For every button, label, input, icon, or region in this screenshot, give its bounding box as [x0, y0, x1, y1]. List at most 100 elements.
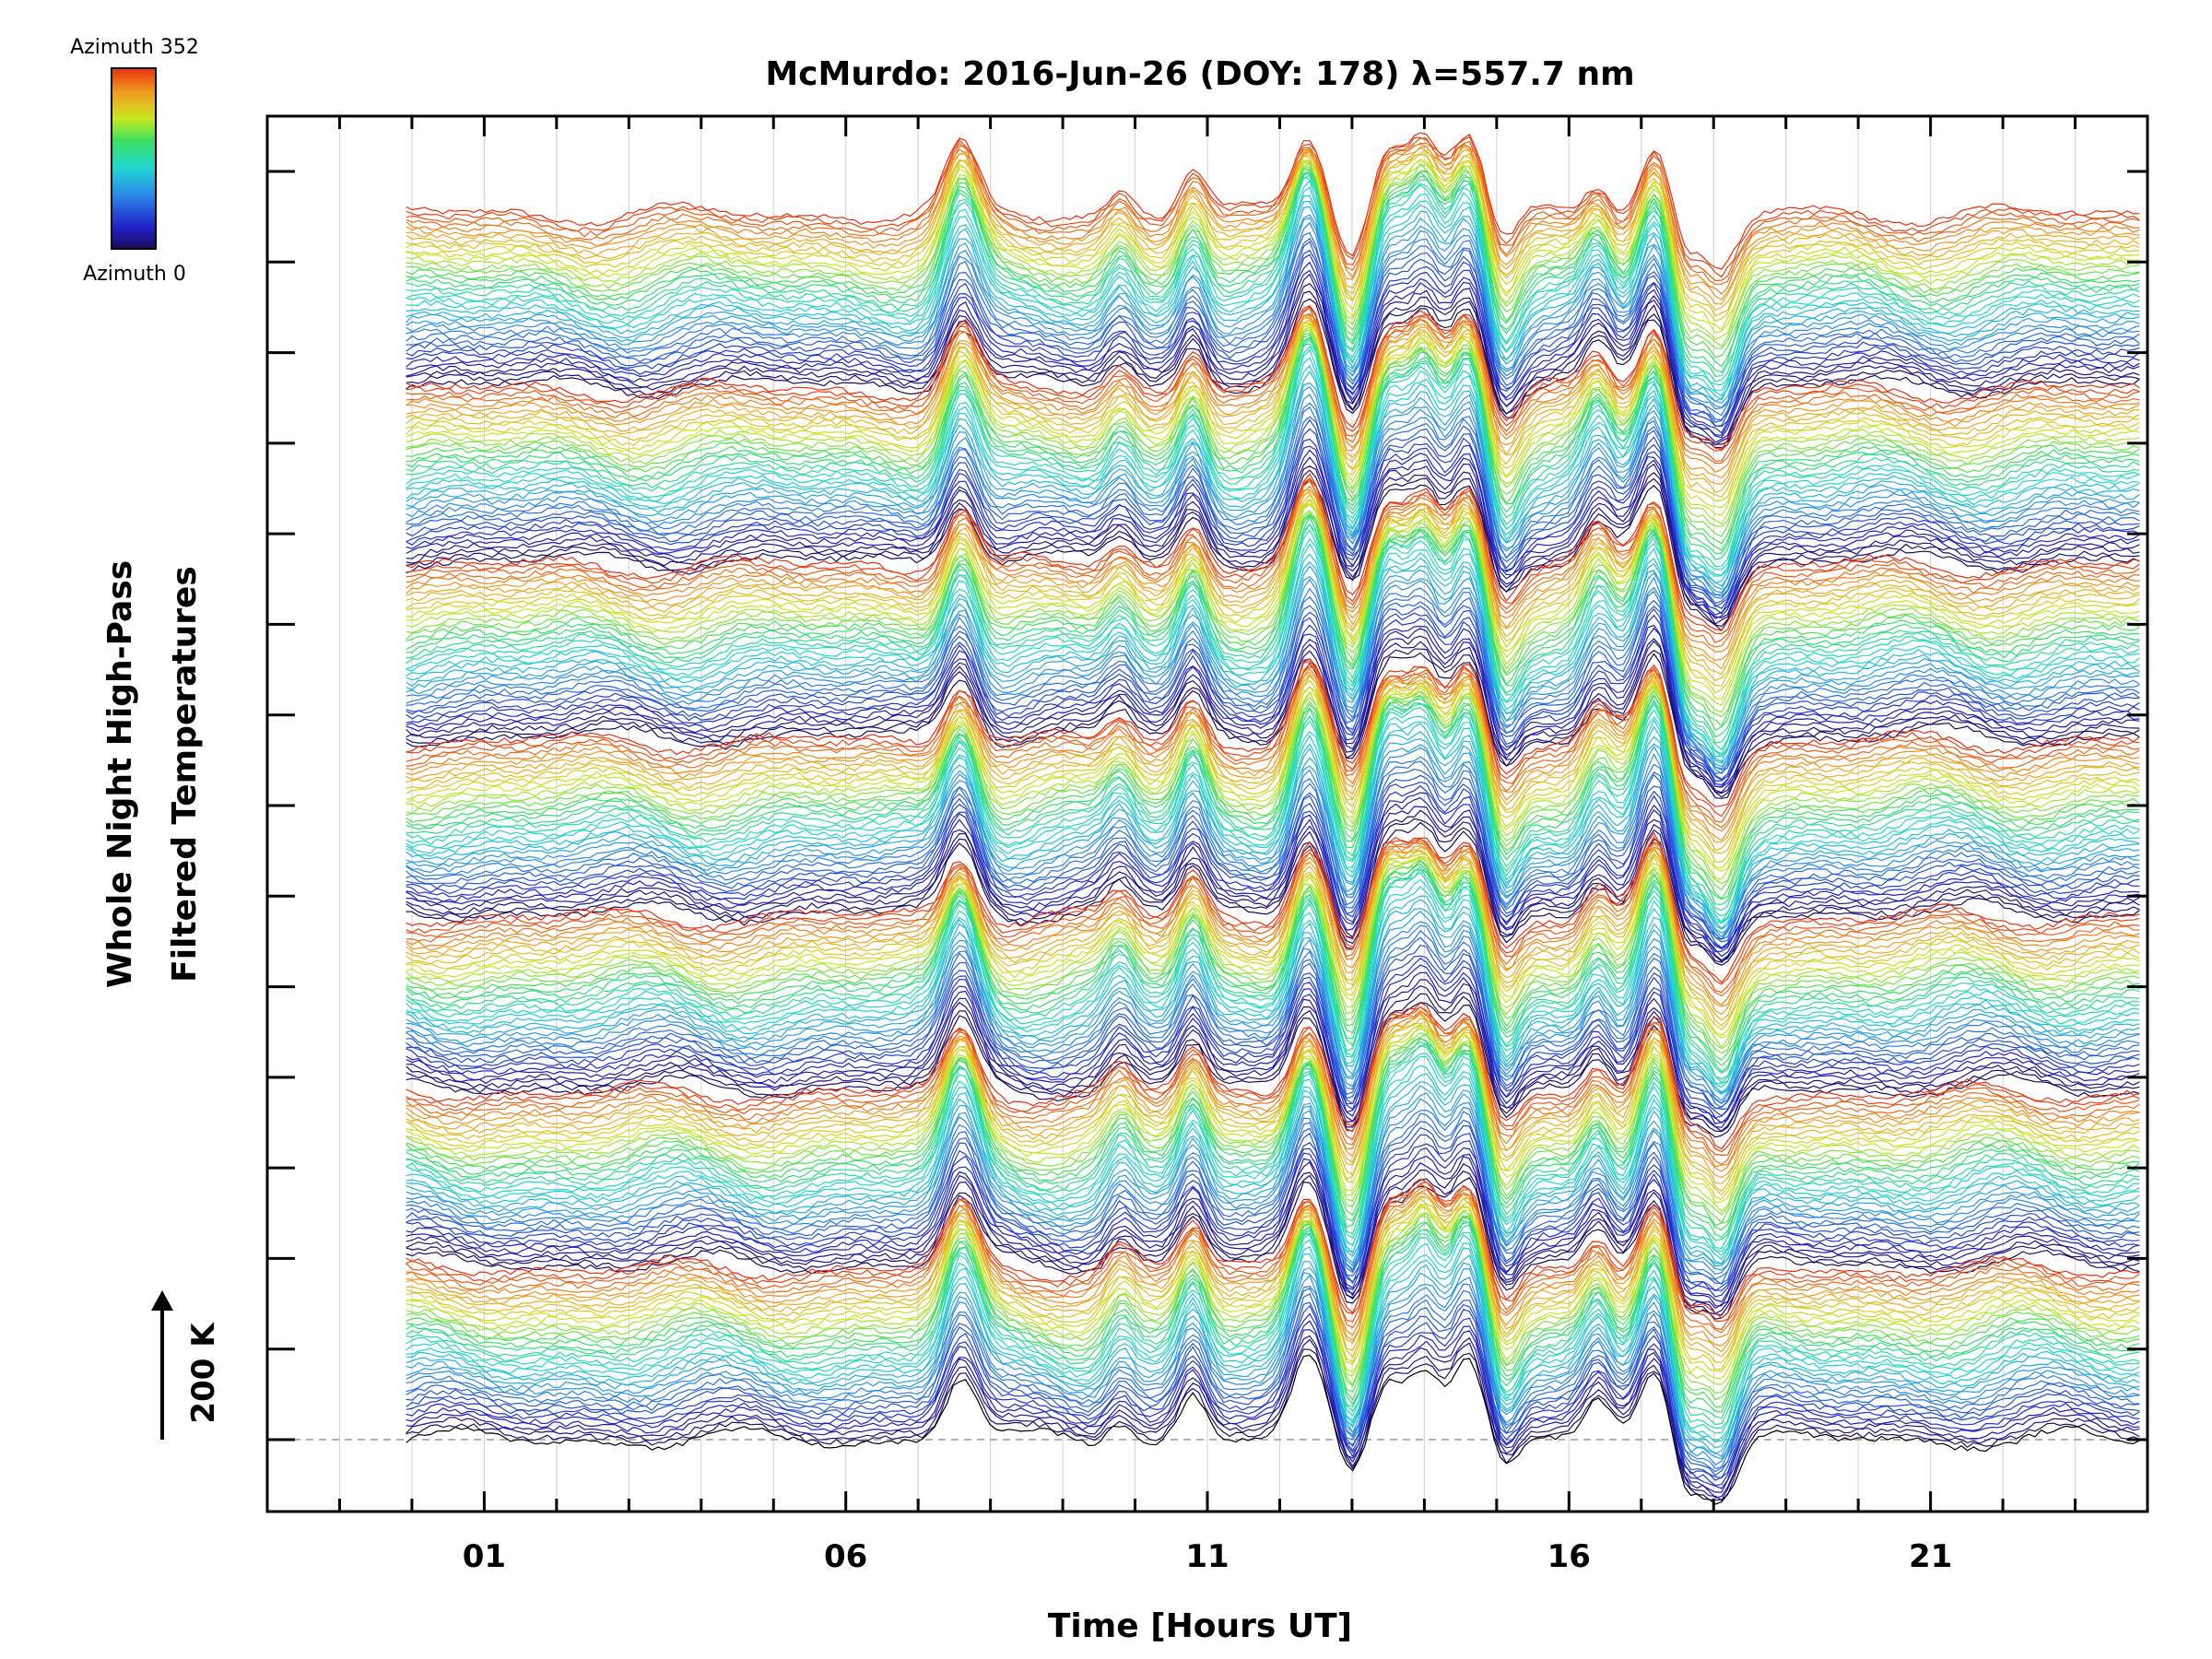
azimuth-trace — [406, 445, 2140, 616]
azimuth-trace — [406, 895, 2140, 1093]
azimuth-trace — [406, 1140, 2140, 1298]
azimuth-trace — [406, 1014, 2140, 1179]
azimuth-trace — [406, 1018, 2140, 1184]
azimuth-trace — [406, 1305, 2140, 1481]
azimuth-trace — [406, 571, 2140, 770]
azimuth-trace — [406, 985, 2140, 1132]
azimuth-trace — [406, 143, 2140, 295]
azimuth-trace — [406, 283, 2140, 446]
azimuth-trace — [406, 845, 2140, 1007]
azimuth-trace — [406, 1205, 2140, 1372]
x-axis-ticks: 01 06 11 16 21 — [337, 116, 2077, 1575]
azimuth-trace — [406, 315, 2140, 479]
azimuth-trace — [406, 869, 2140, 1073]
azimuth-trace — [406, 217, 2140, 410]
azimuth-trace — [406, 1195, 2140, 1358]
azimuth-trace — [406, 853, 2140, 1030]
scale-bar: 200 K — [151, 1290, 222, 1440]
azimuth-trace — [406, 818, 2140, 963]
azimuth-trace — [406, 394, 2140, 596]
azimuth-trace — [406, 336, 2140, 554]
azimuth-trace — [406, 689, 2140, 890]
azimuth-trace — [406, 859, 2140, 1050]
azimuth-trace — [406, 132, 2140, 270]
azimuth-trace — [406, 731, 2140, 930]
azimuth-trace — [406, 338, 2140, 560]
azimuth-trace — [406, 438, 2140, 615]
azimuth-trace — [406, 538, 2140, 758]
azimuth-trace — [406, 214, 2140, 408]
azimuth-trace — [406, 1032, 2140, 1224]
azimuth-trace — [406, 1210, 2140, 1385]
azimuth-trace — [406, 675, 2140, 852]
azimuth-trace — [406, 307, 2140, 462]
azimuth-trace — [406, 332, 2140, 537]
azimuth-trace — [406, 1196, 2140, 1353]
azimuth-trace — [406, 253, 2140, 434]
azimuth-trace — [406, 694, 2140, 900]
azimuth-trace — [406, 591, 2140, 775]
azimuth-trace — [406, 879, 2140, 1085]
azimuth-trace — [406, 322, 2140, 502]
azimuth-trace — [406, 924, 2140, 1104]
azimuth-trace — [406, 175, 2140, 382]
azimuth-trace — [406, 1262, 2140, 1457]
azimuth-trace — [406, 868, 2140, 1080]
azimuth-trace — [406, 1197, 2140, 1363]
azimuth-trace — [406, 492, 2140, 676]
azimuth-trace — [406, 1354, 2140, 1505]
azimuth-trace — [406, 512, 2140, 717]
azimuth-trace — [406, 1119, 2140, 1284]
azimuth-trace — [406, 524, 2140, 750]
azimuth-trace — [406, 334, 2140, 545]
azimuth-trace — [406, 473, 2140, 631]
azimuth-trace — [406, 305, 2140, 451]
y-axis-label-line2: Filtered Temperatures — [166, 566, 204, 982]
azimuth-trace — [406, 561, 2140, 764]
azimuth-trace — [406, 836, 2140, 985]
azimuth-trace — [406, 494, 2140, 681]
x-axis-label: Time [Hours UT] — [1048, 1607, 1352, 1645]
azimuth-trace — [406, 681, 2140, 863]
azimuth-trace — [406, 678, 2140, 854]
colorbar-bottom-label: Azimuth 0 — [83, 263, 186, 286]
azimuth-trace — [406, 232, 2140, 421]
scale-bar-arrowhead — [151, 1290, 173, 1311]
azimuth-trace — [406, 469, 2140, 628]
azimuth-trace — [406, 499, 2140, 694]
azimuth-trace — [406, 979, 2140, 1128]
azimuth-trace — [406, 782, 2140, 949]
azimuth-trace — [406, 1028, 2140, 1212]
azimuth-trace — [406, 513, 2140, 727]
azimuth-trace — [406, 515, 2140, 731]
x-tick-label: 16 — [1547, 1538, 1591, 1575]
azimuth-trace — [406, 163, 2140, 347]
azimuth-trace — [406, 428, 2140, 609]
azimuth-trace — [406, 958, 2140, 1119]
azimuth-trace — [406, 689, 2140, 885]
azimuth-trace — [406, 1055, 2140, 1256]
azimuth-trace — [406, 866, 2140, 1074]
azimuth-trace — [406, 1335, 2140, 1499]
azimuth-trace — [406, 1002, 2140, 1138]
azimuth-trace — [406, 290, 2140, 445]
azimuth-trace — [406, 1032, 2140, 1216]
azimuth-trace — [406, 154, 2140, 317]
azimuth-trace — [406, 238, 2140, 423]
azimuth-trace — [406, 1177, 2140, 1320]
azimuth-trace — [406, 606, 2140, 781]
azimuth-trace — [406, 667, 2140, 832]
x-tick-label: 01 — [463, 1538, 506, 1575]
azimuth-trace — [406, 1275, 2140, 1465]
azimuth-trace — [406, 319, 2140, 498]
azimuth-trace — [406, 1231, 2140, 1434]
azimuth-trace — [406, 1313, 2140, 1487]
azimuth-trace — [406, 671, 2140, 841]
azimuth-trace — [406, 1081, 2140, 1265]
azimuth-trace — [406, 416, 2140, 605]
azimuth-trace — [406, 687, 2140, 880]
azimuth-trace — [406, 524, 2140, 744]
azimuth-trace — [406, 142, 2140, 285]
azimuth-trace — [406, 855, 2140, 1037]
azimuth-trace — [406, 149, 2140, 312]
